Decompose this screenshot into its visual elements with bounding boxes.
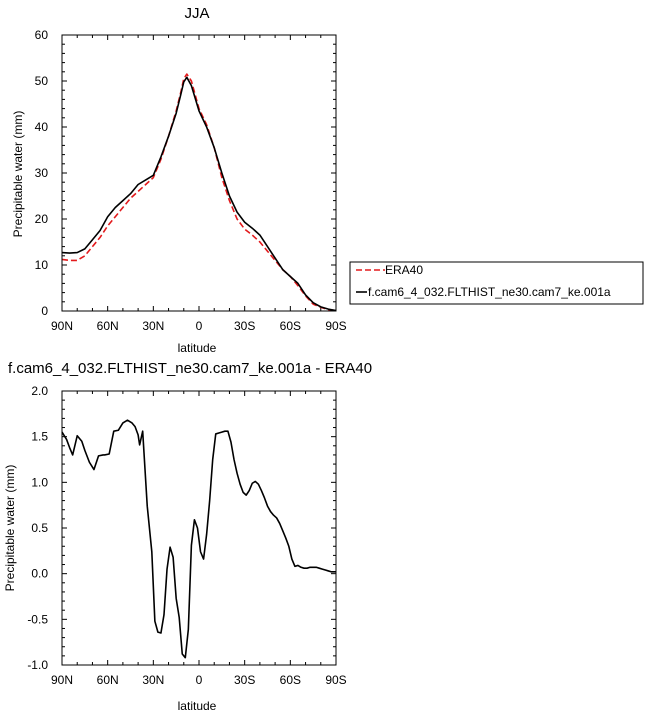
bottom-y-tick-label: 2.0 <box>31 384 48 398</box>
bottom-chart-ylabel: Precipitable water (mm) <box>3 465 17 592</box>
top-chart: JJA Precipitable water (mm) latitude 90N… <box>11 5 347 355</box>
bottom-x-tick-label: 60N <box>97 673 119 687</box>
bottom-y-tick-label: 1.0 <box>31 475 48 489</box>
top-y-tick-label: 30 <box>35 166 49 180</box>
top-x-tick-label: 0 <box>196 319 203 333</box>
bottom-x-tick-label: 60S <box>280 673 301 687</box>
legend: ERA40 f.cam6_4_032.FLTHIST_ne30.cam7_ke.… <box>349 261 644 305</box>
top-series-line-0 <box>61 73 337 312</box>
top-y-tick-label: 60 <box>35 28 49 42</box>
bottom-chart-title: f.cam6_4_032.FLTHIST_ne30.cam7_ke.001a -… <box>8 360 372 377</box>
bottom-x-tick-label: 0 <box>196 673 203 687</box>
top-chart-ylabel: Precipitable water (mm) <box>11 111 25 238</box>
top-x-tick-label: 90S <box>325 319 346 333</box>
bottom-y-tick-label: 0.5 <box>31 521 48 535</box>
top-x-tick-label: 90N <box>51 319 73 333</box>
top-chart-ticks: 90N 60N 30N 0 30S 60S 90S 0 10 20 30 40 50 60 <box>35 28 347 333</box>
bottom-series-line-0 <box>61 419 336 659</box>
top-y-tick-label: 40 <box>35 120 49 134</box>
bottom-x-tick-label: 30N <box>142 673 164 687</box>
top-chart-title: JJA <box>184 5 209 22</box>
top-x-tick-label: 60N <box>97 319 119 333</box>
bottom-y-tick-label: -0.5 <box>27 612 48 626</box>
top-x-tick-label: 30N <box>142 319 164 333</box>
bottom-chart: f.cam6_4_032.FLTHIST_ne30.cam7_ke.001a -… <box>3 360 372 713</box>
top-chart-frame <box>61 34 337 312</box>
legend-box <box>349 261 644 305</box>
top-x-tick-label: 30S <box>234 319 255 333</box>
top-y-tick-label: 50 <box>35 74 49 88</box>
top-chart-xlabel: latitude <box>178 341 217 355</box>
bottom-x-tick-label: 90N <box>51 673 73 687</box>
top-y-tick-label: 0 <box>41 304 48 318</box>
bottom-x-tick-label: 30S <box>234 673 255 687</box>
bottom-y-tick-label: 1.5 <box>31 430 48 444</box>
legend-label-era40: ERA40 <box>385 263 423 277</box>
bottom-chart-frame <box>61 390 337 666</box>
bottom-chart-xlabel: latitude <box>178 699 217 713</box>
top-series-line-1 <box>61 76 337 312</box>
bottom-x-tick-label: 90S <box>325 673 346 687</box>
top-chart-series <box>61 73 337 312</box>
bottom-chart-ticks: 90N 60N 30N 0 30S 60S 90S -1.0 -0.5 0.0 0.5 1.0 1.5 2… <box>27 384 346 687</box>
bottom-chart-series <box>61 419 336 659</box>
bottom-y-tick-label: -1.0 <box>27 658 48 672</box>
bottom-y-tick-label: 0.0 <box>31 567 48 581</box>
top-y-tick-label: 20 <box>35 212 49 226</box>
legend-label-model: f.cam6_4_032.FLTHIST_ne30.cam7_ke.001a <box>368 285 611 299</box>
top-y-tick-label: 10 <box>35 258 49 272</box>
top-x-tick-label: 60S <box>280 319 301 333</box>
